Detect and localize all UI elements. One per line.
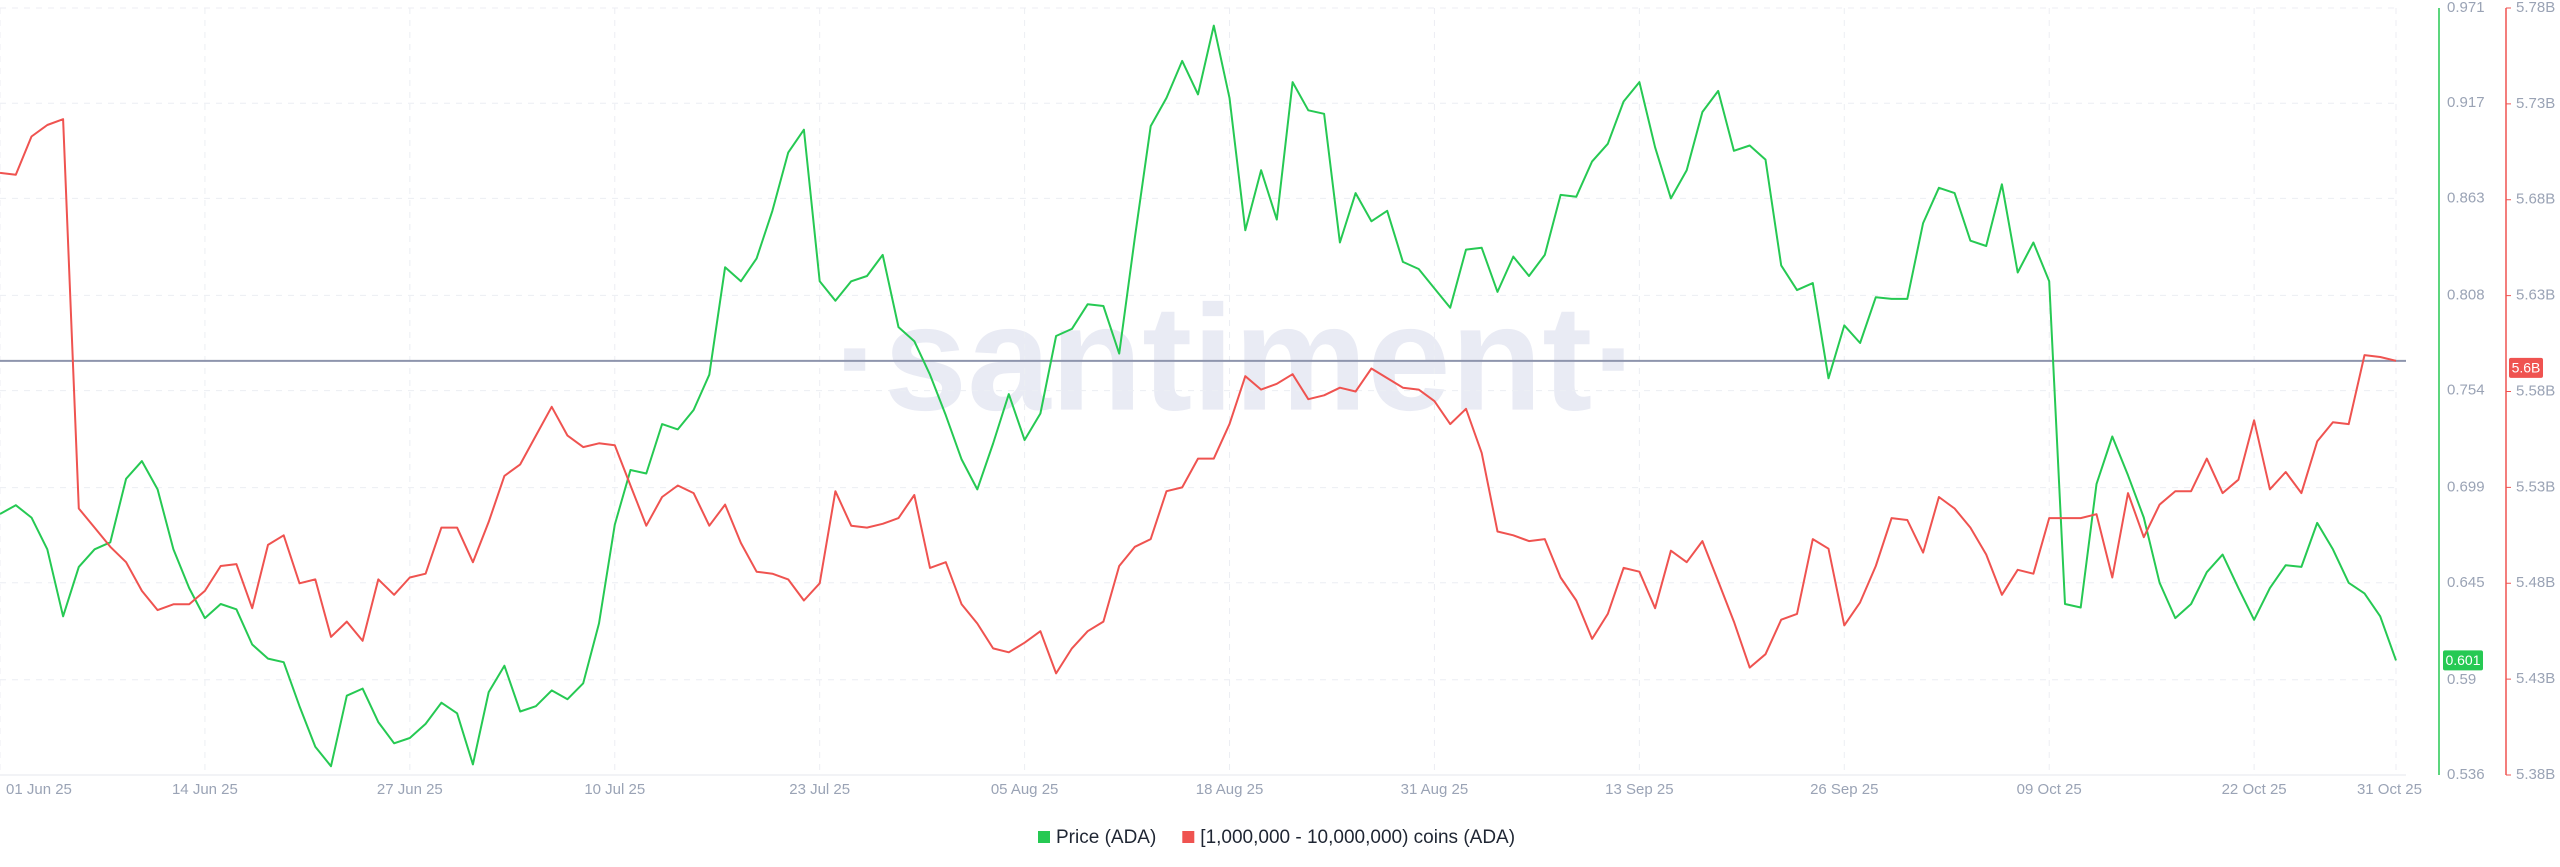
y2-tick-label: 5.38B bbox=[2516, 766, 2555, 783]
x-tick-label: 09 Oct 25 bbox=[2017, 781, 2082, 798]
y-tick-label: 0.754 bbox=[2447, 382, 2485, 399]
y-tick-label: 0.59 bbox=[2447, 671, 2476, 688]
y2-tick-label: 5.63B bbox=[2516, 287, 2555, 304]
value-badge-label: 5.6B bbox=[2512, 360, 2541, 376]
y2-tick-label: 5.73B bbox=[2516, 95, 2555, 112]
x-tick-label: 23 Jul 25 bbox=[789, 781, 850, 798]
x-tick-label: 01 Jun 25 bbox=[6, 781, 72, 798]
x-tick-label: 31 Aug 25 bbox=[1401, 781, 1469, 798]
y-tick-label: 0.645 bbox=[2447, 574, 2485, 591]
y2-tick-label: 5.48B bbox=[2516, 574, 2555, 591]
series-line bbox=[0, 24, 2397, 768]
x-tick-label: 10 Jul 25 bbox=[584, 781, 645, 798]
x-tick-label: 05 Aug 25 bbox=[991, 781, 1059, 798]
x-tick-label: 18 Aug 25 bbox=[1196, 781, 1264, 798]
y-tick-label: 0.808 bbox=[2447, 286, 2485, 303]
value-badge bbox=[2443, 650, 2483, 671]
legend: Price (ADA) [1,000,000 - 10,000,000) coin… bbox=[1038, 827, 1515, 848]
watermark: ·santiment· bbox=[834, 274, 1642, 442]
y2-tick-label: 5.53B bbox=[2516, 478, 2555, 495]
legend-swatch bbox=[1182, 831, 1195, 843]
legend-swatch bbox=[1038, 831, 1050, 843]
x-tick-label: 27 Jun 25 bbox=[377, 781, 443, 798]
y2-tick-label: 5.58B bbox=[2516, 382, 2555, 399]
x-tick-label: 31 Oct 25 bbox=[2357, 781, 2422, 798]
legend-label: Price (ADA) bbox=[1056, 827, 1156, 848]
x-tick-label: 13 Sep 25 bbox=[1605, 781, 1673, 798]
y-tick-label: 0.863 bbox=[2447, 189, 2485, 206]
legend-label: [1,000,000 - 10,000,000) coins (ADA) bbox=[1200, 827, 1515, 848]
series-line bbox=[0, 118, 2397, 675]
y-tick-label: 0.917 bbox=[2447, 94, 2485, 111]
x-tick-label: 22 Oct 25 bbox=[2222, 781, 2287, 798]
y2-tick-label: 5.43B bbox=[2516, 670, 2555, 687]
y-tick-label: 0.971 bbox=[2447, 0, 2485, 16]
value-badge bbox=[2509, 357, 2543, 378]
y-tick-label: 0.536 bbox=[2447, 766, 2485, 783]
x-tick-label: 26 Sep 25 bbox=[1810, 781, 1878, 798]
x-tick-label: 14 Jun 25 bbox=[172, 781, 238, 798]
value-badge-label: 0.601 bbox=[2445, 652, 2480, 668]
y2-tick-label: 5.78B bbox=[2516, 0, 2555, 16]
y-tick-label: 0.699 bbox=[2447, 479, 2485, 496]
y2-tick-label: 5.68B bbox=[2516, 191, 2555, 208]
